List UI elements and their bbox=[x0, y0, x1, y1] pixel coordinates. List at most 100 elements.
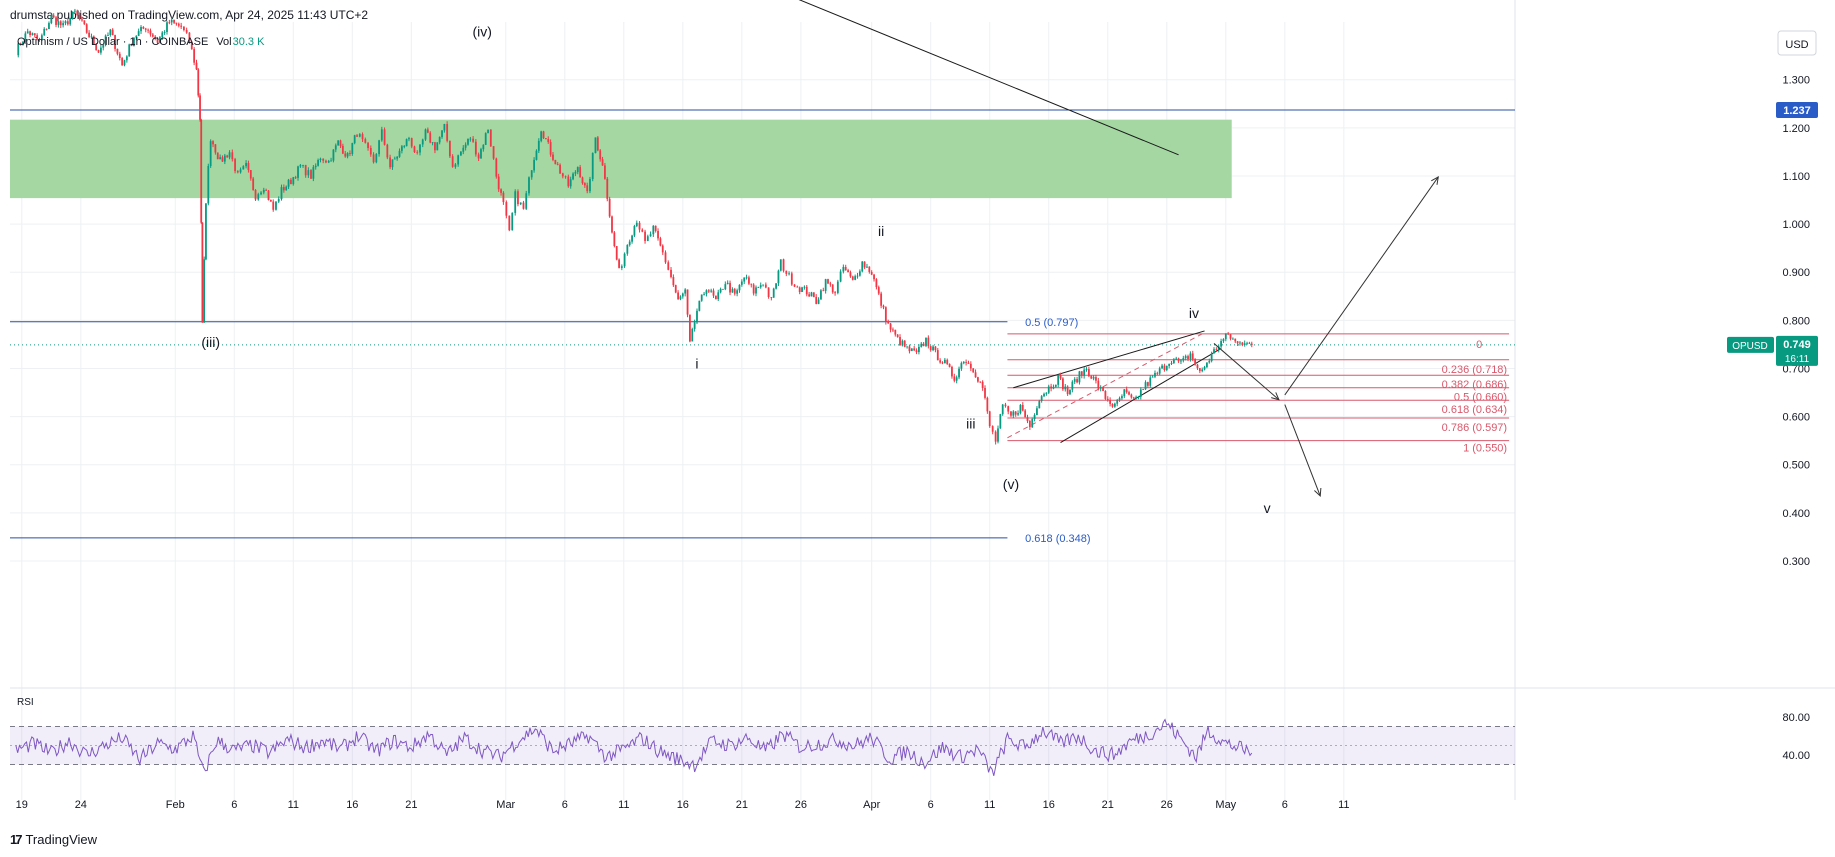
candle-body bbox=[369, 147, 372, 155]
candle-body bbox=[1144, 382, 1147, 390]
projection-arrow-line bbox=[1213, 343, 1280, 401]
candle-body bbox=[462, 147, 465, 152]
candle-body bbox=[177, 23, 180, 26]
trend-line bbox=[798, 0, 1179, 156]
candle-body bbox=[151, 34, 154, 37]
candle-body bbox=[209, 141, 212, 167]
candle-body bbox=[549, 142, 552, 155]
candle-body bbox=[664, 252, 667, 263]
candle-body bbox=[839, 271, 842, 282]
candle-body bbox=[717, 292, 720, 300]
candle-body bbox=[611, 216, 613, 233]
candle-body bbox=[1224, 333, 1227, 340]
candle-body bbox=[200, 119, 203, 223]
fib-level-label: 0.236 (0.718) bbox=[1442, 364, 1507, 376]
candle-body bbox=[282, 187, 285, 191]
candle-body bbox=[646, 236, 649, 241]
candle-body bbox=[431, 142, 434, 144]
candle-body bbox=[820, 290, 822, 300]
candle-body bbox=[245, 163, 247, 167]
candle-body bbox=[1248, 342, 1251, 344]
candle-body bbox=[337, 140, 340, 146]
candle-body bbox=[137, 31, 140, 36]
candle-body bbox=[601, 159, 604, 166]
arrow-head bbox=[1314, 487, 1322, 498]
candle-body bbox=[356, 135, 358, 137]
candle-body bbox=[1206, 362, 1208, 368]
candle-body bbox=[267, 190, 270, 200]
candle-body bbox=[285, 186, 288, 191]
candle-body bbox=[325, 160, 327, 163]
candle-body bbox=[829, 283, 832, 285]
candle-body bbox=[866, 266, 868, 268]
candle-body bbox=[583, 183, 586, 186]
candle-body bbox=[1007, 406, 1010, 412]
tradingview-logo-icon: 17 bbox=[10, 832, 23, 847]
candle-body bbox=[66, 21, 69, 25]
projection-arrow-line bbox=[1284, 404, 1321, 497]
candle-body bbox=[750, 283, 753, 285]
candle-body bbox=[1116, 400, 1119, 404]
candle-body bbox=[223, 155, 226, 162]
candle-body bbox=[464, 144, 467, 148]
candle-body bbox=[474, 141, 477, 155]
candle-body bbox=[1222, 339, 1225, 342]
candle-body bbox=[1161, 365, 1163, 369]
last-price-badge bbox=[1776, 335, 1818, 366]
candle-body bbox=[24, 33, 27, 42]
x-tick-label: Mar bbox=[496, 799, 515, 811]
candle-body bbox=[913, 348, 916, 351]
candle-body bbox=[927, 337, 930, 347]
candle-body bbox=[936, 350, 939, 361]
x-tick-label: 21 bbox=[736, 799, 748, 811]
candle-body bbox=[1250, 343, 1253, 345]
tradingview-logo[interactable]: 17 TradingView bbox=[10, 832, 97, 847]
candle-body bbox=[104, 35, 107, 45]
candle-body bbox=[779, 259, 782, 271]
candle-body bbox=[307, 170, 310, 176]
x-tick-label: 21 bbox=[1102, 799, 1114, 811]
candle-body bbox=[262, 189, 265, 193]
candle-body bbox=[1201, 369, 1204, 372]
candle-body bbox=[997, 428, 999, 442]
symbol-legend[interactable]: Optimism / US Dollar · 1h · COINBASE bbox=[17, 36, 208, 48]
candle-body bbox=[446, 124, 449, 141]
supply-zone bbox=[10, 119, 1232, 199]
candle-body bbox=[861, 261, 864, 272]
candle-body bbox=[834, 292, 836, 294]
candle-body bbox=[1203, 367, 1206, 370]
candle-body bbox=[842, 266, 845, 272]
candle-body bbox=[1139, 389, 1142, 397]
candle-body bbox=[260, 192, 262, 195]
candle-body bbox=[159, 37, 161, 43]
candle-body bbox=[416, 151, 419, 153]
candle-body bbox=[1036, 408, 1038, 416]
fibonacci-retracement: 00.236 (0.718)0.382 (0.686)0.5 (0.660)0.… bbox=[1007, 317, 1510, 545]
candle-body bbox=[1057, 375, 1060, 385]
candle-body bbox=[1004, 404, 1007, 407]
candle-body bbox=[396, 156, 399, 159]
candle-body bbox=[40, 35, 43, 40]
rsi-tick-label: 80.00 bbox=[1782, 712, 1810, 724]
candle-body bbox=[1158, 368, 1161, 374]
publisher-header: drumsta published on TradingView.com, Ap… bbox=[10, 8, 369, 22]
candle-body bbox=[140, 26, 142, 32]
candle-body bbox=[1052, 386, 1055, 389]
candle-body bbox=[887, 321, 890, 324]
candle-body bbox=[454, 164, 457, 167]
candle-body bbox=[332, 149, 335, 161]
candle-body bbox=[579, 167, 582, 178]
fib-level-label: 0.5 (0.660) bbox=[1454, 392, 1507, 404]
candle-body bbox=[29, 31, 31, 36]
candle-body bbox=[894, 329, 897, 335]
tradingview-brand: TradingView bbox=[25, 832, 98, 847]
candle-body bbox=[1106, 398, 1109, 401]
candle-body bbox=[696, 310, 698, 323]
candle-body bbox=[1241, 342, 1244, 345]
candle-body bbox=[272, 201, 275, 210]
candle-body bbox=[1229, 334, 1232, 339]
x-tick-label: 11 bbox=[288, 799, 299, 811]
candle-body bbox=[102, 44, 105, 48]
candle-body bbox=[620, 266, 623, 268]
